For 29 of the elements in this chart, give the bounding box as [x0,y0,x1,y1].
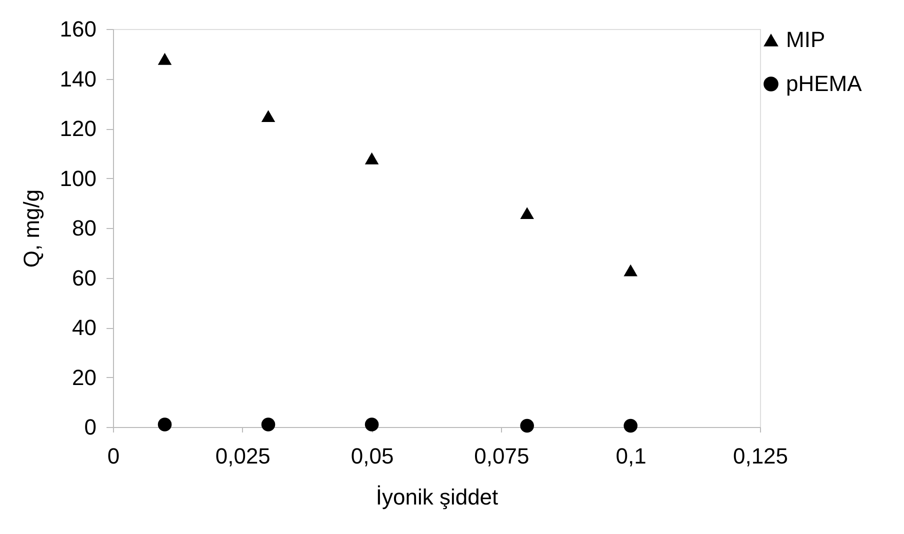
y-tick-label: 80 [72,216,96,240]
x-tick-label: 0,05 [350,444,394,468]
y-tick-label: 40 [72,315,96,340]
y-tick-label: 20 [72,364,96,390]
point [364,418,379,432]
point [520,418,534,433]
point [624,264,638,276]
legend-label: MIP [786,27,826,52]
y-tick-label: 120 [60,116,96,141]
y-tick-label: 160 [60,16,96,42]
point [261,418,276,432]
point [364,152,379,164]
x-tick-label: 0,125 [732,444,788,468]
y-axis-title: Q, mg/g [18,189,44,268]
y-tick-label: 140 [60,66,96,92]
point [520,207,534,220]
x-tick-label: 0,025 [215,444,270,468]
point [158,52,172,65]
point [624,418,638,433]
x-tick-label: 0,075 [474,444,530,468]
y-tick-label: 100 [60,166,96,191]
x-tick-label: 0,1 [616,444,646,468]
x-axis-title: İyonik şiddet [376,484,498,510]
x-tick-label: 0 [107,444,120,468]
point [261,110,276,122]
y-tick-label: 60 [72,265,96,290]
legend-label: pHEMA [786,71,862,96]
y-tick-label: 0 [84,414,96,440]
point [158,418,172,432]
